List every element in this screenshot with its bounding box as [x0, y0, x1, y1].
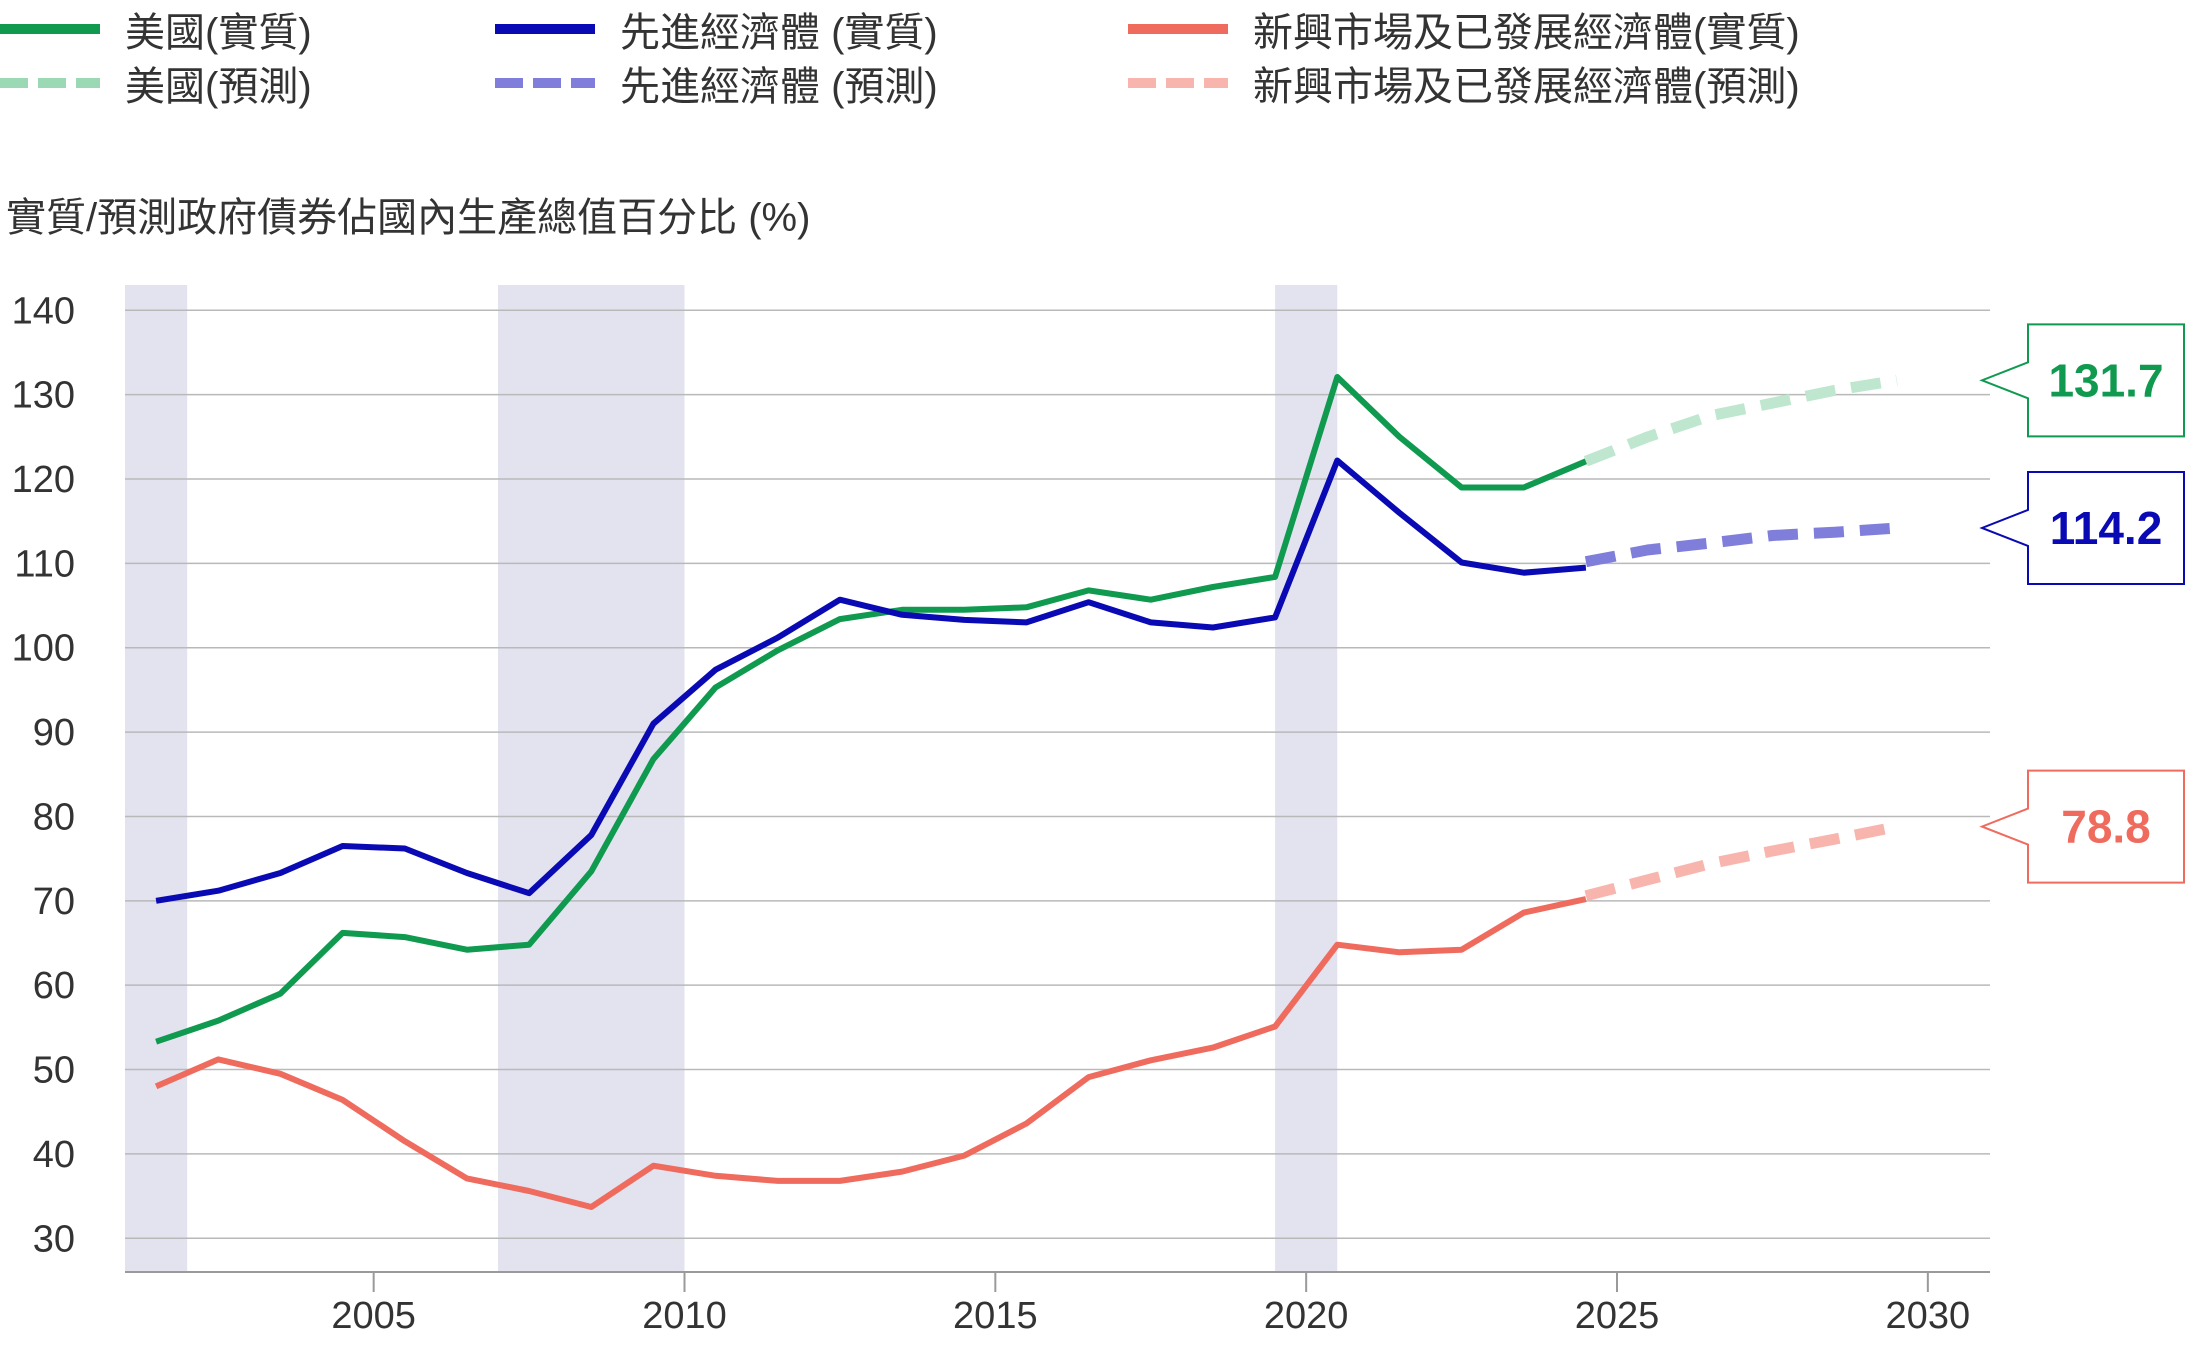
value-callouts: 131.7 114.2 78.8 — [1979, 323, 2185, 884]
y-axis-ticks: 30 40 50 60 70 80 90 100 110 120 130 140 — [12, 290, 75, 1260]
legend-swatch-em-forecast — [1128, 78, 1228, 88]
legend-swatch-adv-actual — [495, 24, 595, 34]
legend-swatch-us-actual — [0, 24, 100, 34]
y-tick-label-130: 130 — [12, 375, 75, 417]
x-tick-label-2010: 2010 — [642, 1295, 727, 1337]
legend-swatch-adv-forecast — [495, 78, 595, 88]
y-tick-label-30: 30 — [33, 1218, 75, 1260]
y-tick-label-110: 110 — [14, 543, 75, 585]
us-actual-line — [155, 374, 1588, 1045]
us-forecast-line — [1583, 374, 1898, 467]
x-tick-label-2005: 2005 — [331, 1295, 416, 1337]
legend-label-us-forecast: 美國(預測) — [125, 65, 312, 109]
y-tick-label-40: 40 — [33, 1134, 75, 1176]
recession-bands — [125, 285, 1338, 1272]
y-tick-label-60: 60 — [33, 965, 75, 1007]
legend-label-em-forecast: 新興市場及已發展經濟體(預測) — [1253, 65, 1800, 109]
legend-item-us-forecast: 美國(預測) — [0, 58, 312, 109]
callout-box-us — [1979, 323, 2185, 438]
y-tick-label-80: 80 — [33, 796, 75, 838]
y-axis-title: 實質/預測政府債券佔國內生產總值百分比 (%) — [6, 196, 811, 240]
x-axis-ticks: 2005 2010 2015 2020 2025 2030 — [331, 1272, 1970, 1337]
legend-swatch-em-actual — [1128, 24, 1228, 34]
gridlines — [125, 309, 1990, 1273]
y-tick-label-90: 90 — [33, 712, 75, 754]
x-tick-label-2030: 2030 — [1886, 1295, 1971, 1337]
legend-label-em-actual: 新興市場及已發展經濟體(實質) — [1253, 11, 1800, 55]
recession-band-0 — [125, 285, 188, 1272]
adv-forecast-line — [1584, 522, 1898, 568]
callout-value-adv: 114.2 — [2050, 502, 2163, 554]
legend-item-adv-forecast: 先進經濟體 (預測) — [495, 58, 938, 109]
callout-box-adv — [1979, 470, 2185, 585]
legend-item-us-actual: 美國(實質) — [0, 4, 312, 55]
callout-value-em: 78.8 — [2061, 801, 2151, 853]
recession-band-2 — [1275, 285, 1338, 1272]
legend-label-adv-forecast: 先進經濟體 (預測) — [620, 65, 938, 109]
legend-label-us-actual: 美國(實質) — [125, 11, 312, 55]
legend-item-adv-actual: 先進經濟體 (實質) — [495, 4, 938, 55]
recession-band-1 — [498, 285, 685, 1272]
legend-label-adv-actual: 先進經濟體 (實質) — [620, 11, 938, 55]
callout-value-us: 131.7 — [2048, 354, 2163, 406]
legend: 美國(實質) 美國(預測) 先進經濟體 (實質) 先進經濟體 (預測) 新興市場… — [0, 0, 2193, 120]
y-tick-label-140: 140 — [12, 290, 75, 332]
y-tick-label-100: 100 — [12, 628, 75, 670]
adv-actual-line — [155, 457, 1587, 904]
legend-item-em-actual: 新興市場及已發展經濟體(實質) — [1128, 4, 1800, 55]
x-tick-label-2020: 2020 — [1264, 1295, 1349, 1337]
em-actual-line — [154, 896, 1587, 1210]
y-tick-label-50: 50 — [33, 1050, 75, 1092]
callout-box-em — [1979, 769, 2185, 884]
y-tick-label-70: 70 — [33, 881, 75, 923]
em-forecast-line — [1584, 821, 1898, 902]
x-tick-label-2015: 2015 — [953, 1295, 1038, 1337]
legend-swatch-us-forecast — [0, 78, 100, 88]
y-tick-label-120: 120 — [12, 459, 75, 501]
legend-item-em-forecast: 新興市場及已發展經濟體(預測) — [1128, 58, 1800, 109]
series-lines — [154, 374, 1898, 1210]
x-tick-label-2025: 2025 — [1575, 1295, 1660, 1337]
